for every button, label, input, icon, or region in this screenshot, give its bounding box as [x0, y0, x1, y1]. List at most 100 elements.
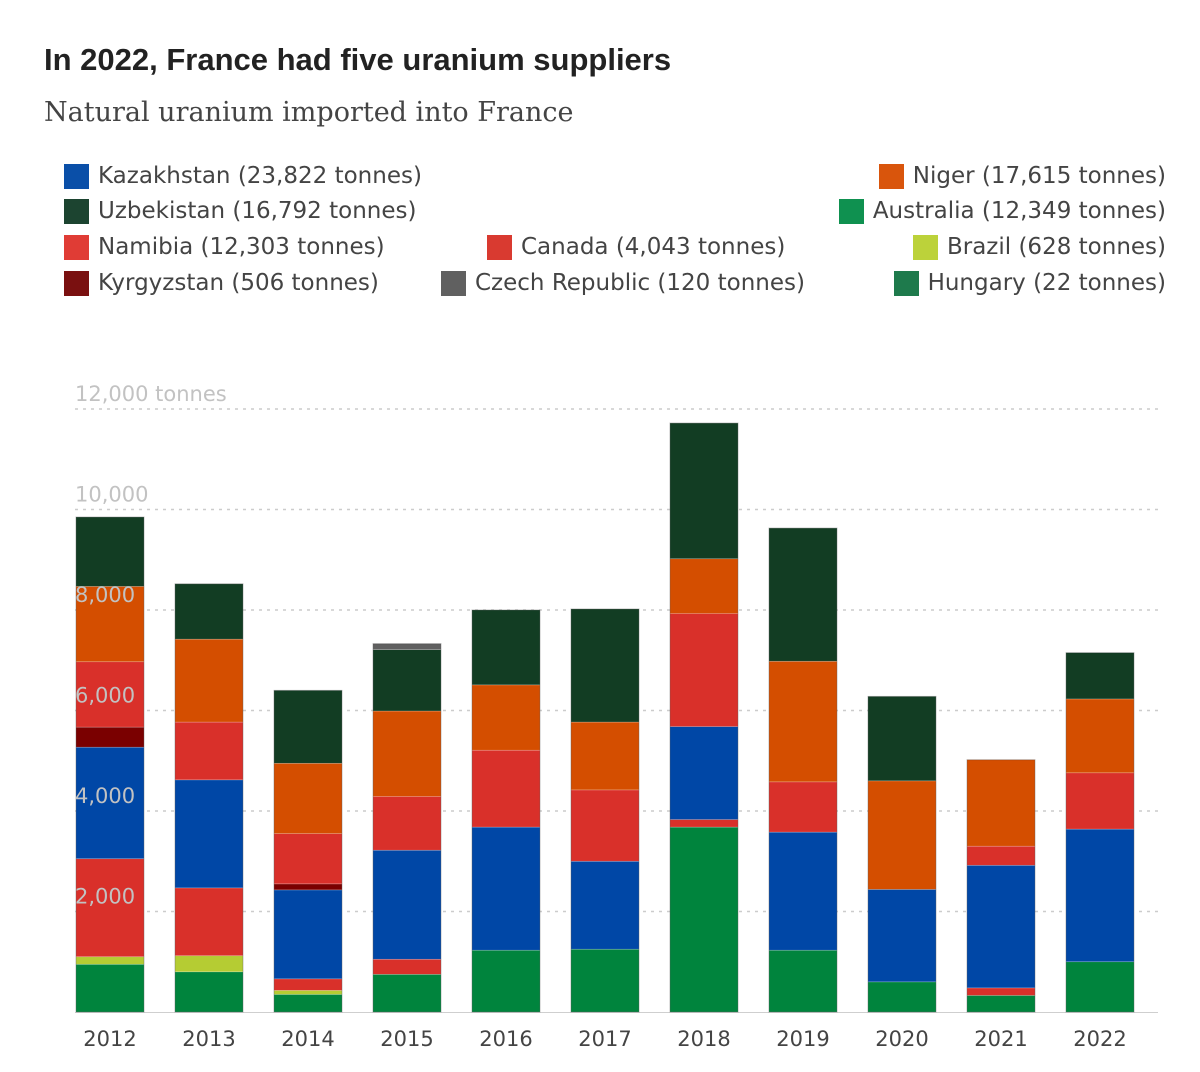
bar-segment	[669, 826, 739, 1013]
bar-segment	[768, 949, 838, 1013]
bar-segment	[273, 889, 343, 980]
y-tick-label: 6,000	[75, 684, 135, 708]
bar-outline	[1065, 652, 1135, 1013]
bar-segment	[471, 826, 541, 951]
x-tick-label: 2013	[182, 1027, 235, 1051]
bar-segment	[372, 849, 442, 960]
legend-swatch	[64, 234, 89, 260]
bar-segment	[966, 995, 1036, 1013]
x-tick-label: 2018	[677, 1027, 730, 1051]
y-axis-labels: 2,000 4,000 6,000 8,000 10,000 12,000 tonnes	[75, 382, 227, 909]
bar-segment	[669, 558, 739, 614]
bar-segment	[966, 845, 1036, 866]
legend-item-australia: Australia (12,349 tonnes)	[838, 196, 1166, 226]
bar-segment	[273, 883, 343, 891]
x-axis-labels: 2012 2013 2014 2015 2016 2017 2018 2019 2020 2021…	[83, 1027, 1126, 1051]
bar-segment	[174, 887, 244, 957]
legend-swatch	[912, 234, 938, 260]
bar-outline	[768, 527, 838, 1013]
bar-segment	[669, 726, 739, 820]
x-tick-label: 2016	[479, 1027, 532, 1051]
bar-segment	[372, 958, 442, 975]
bar-segment	[75, 858, 145, 958]
bars	[75, 422, 1135, 1013]
x-tick-label: 2014	[281, 1027, 334, 1051]
bar-segment	[174, 583, 244, 640]
legend-swatch	[487, 234, 512, 260]
bar-segment	[1065, 772, 1135, 830]
legend-item-uzbekistan: Uzbekistan (16,792 tonnes)	[64, 196, 416, 226]
bar-segment	[966, 987, 1036, 996]
x-tick-label: 2015	[380, 1027, 433, 1051]
bar-segment	[174, 721, 244, 781]
bar-segment	[75, 963, 145, 1013]
bar-segment	[75, 956, 145, 965]
bar-segment	[1065, 828, 1135, 963]
bar-segment	[669, 422, 739, 560]
bar-segment	[471, 684, 541, 751]
bar-segment	[867, 889, 937, 983]
bar-segment	[174, 955, 244, 973]
bar-segment	[372, 974, 442, 1013]
bar-segment	[273, 762, 343, 834]
legend-label: Kyrgyzstan (506 tonnes)	[98, 270, 379, 296]
bar-segment	[966, 864, 1036, 989]
bar-segment	[471, 609, 541, 686]
legend-item-namibia: Namibia (12,303 tonnes)	[64, 232, 385, 262]
bar-outline	[867, 695, 937, 1013]
bar-segment	[273, 978, 343, 991]
bar-segment	[372, 710, 442, 797]
legend-label: Niger (17,615 tonnes)	[912, 163, 1166, 189]
bar-outline	[966, 759, 1036, 1013]
legend-label: Kazakhstan (23,822 tonnes)	[98, 163, 422, 189]
bar-segment	[669, 819, 739, 828]
x-tick-label: 2012	[83, 1027, 136, 1051]
legend-label: Canada (4,043 tonnes)	[521, 234, 786, 260]
legend-swatch	[64, 198, 89, 224]
bar-outline	[273, 689, 343, 1013]
legend-label: Czech Republic (120 tonnes)	[475, 270, 805, 296]
bar-segment	[471, 749, 541, 828]
x-tick-label: 2021	[974, 1027, 1027, 1051]
legend-swatch	[893, 270, 919, 296]
legend-swatch	[838, 198, 864, 224]
x-tick-label: 2019	[776, 1027, 829, 1051]
chart-subtitle: Natural uranium imported into France	[44, 97, 574, 128]
bar-outline	[174, 583, 244, 1013]
legend-item-hungary: Hungary (22 tonnes)	[893, 268, 1166, 298]
x-tick-label: 2022	[1073, 1027, 1126, 1051]
legend-item-brazil: Brazil (628 tonnes)	[912, 232, 1166, 262]
bar-segment	[570, 789, 640, 862]
bar-segment	[768, 831, 838, 951]
gridlines	[75, 408, 1158, 1013]
bar-segment	[570, 721, 640, 791]
bar-segment	[273, 990, 343, 995]
bar-outline	[471, 609, 541, 1013]
legend-label: Namibia (12,303 tonnes)	[98, 234, 385, 260]
bar-segment	[1065, 652, 1135, 700]
y-tick-label: 4,000	[75, 784, 135, 808]
legend-swatch	[64, 163, 89, 189]
bar-segment	[768, 781, 838, 833]
bar-segment	[174, 638, 244, 723]
bar-segment	[1065, 698, 1135, 774]
legend-swatch	[441, 270, 466, 296]
y-tick-label: 10,000	[75, 483, 148, 507]
legend-item-kyrgyzstan: Kyrgyzstan (506 tonnes)	[64, 268, 379, 298]
bar-segment	[570, 948, 640, 1013]
bar-segment	[372, 649, 442, 712]
bar-segment	[174, 971, 244, 1013]
bar-segment	[273, 833, 343, 885]
bar-segment	[273, 690, 343, 764]
bar-outline	[372, 643, 442, 1013]
bar-segment	[867, 981, 937, 1013]
bar-segment	[75, 661, 145, 728]
legend-label: Australia (12,349 tonnes)	[872, 198, 1166, 224]
bar-segment	[75, 516, 145, 587]
y-tick-label: 2,000	[75, 885, 135, 909]
bar-segment	[273, 994, 343, 1013]
y-tick-label: 8,000	[75, 583, 135, 607]
bar-segment	[966, 759, 1036, 847]
y-tick-label: 12,000 tonnes	[75, 382, 227, 406]
